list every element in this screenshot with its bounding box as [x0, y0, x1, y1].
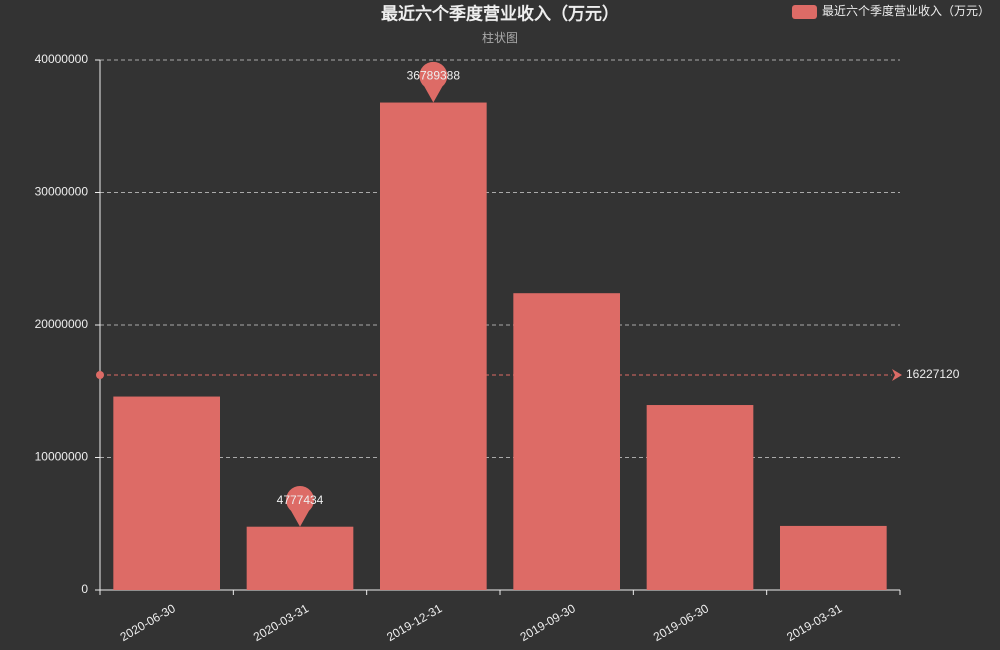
- bar[interactable]: [780, 525, 887, 590]
- average-start: [96, 370, 104, 379]
- bar[interactable]: [646, 405, 754, 590]
- y-tick-label: 30000000: [35, 185, 89, 199]
- bar[interactable]: [380, 102, 487, 590]
- bar[interactable]: [513, 293, 620, 590]
- mark-point: [286, 485, 314, 527]
- mark-point: [419, 61, 448, 103]
- chart-subtitle: 柱状图: [482, 30, 518, 45]
- y-tick-label: 40000000: [35, 52, 89, 66]
- mark-point-label: 4777434: [277, 493, 324, 507]
- y-tick-label: 10000000: [35, 450, 89, 464]
- y-tick-label: 20000000: [35, 317, 89, 331]
- bar[interactable]: [113, 396, 220, 590]
- bar[interactable]: [246, 526, 354, 590]
- legend-label[interactable]: 最近六个季度营业收入（万元）: [822, 3, 990, 18]
- chart-title: 最近六个季度营业收入（万元）: [381, 3, 619, 23]
- legend-swatch[interactable]: [791, 5, 817, 19]
- average-label: 16227120: [906, 367, 960, 381]
- y-tick-label: 0: [81, 582, 88, 596]
- average-arrow: [892, 368, 902, 381]
- mark-point-label: 36789388: [407, 69, 461, 83]
